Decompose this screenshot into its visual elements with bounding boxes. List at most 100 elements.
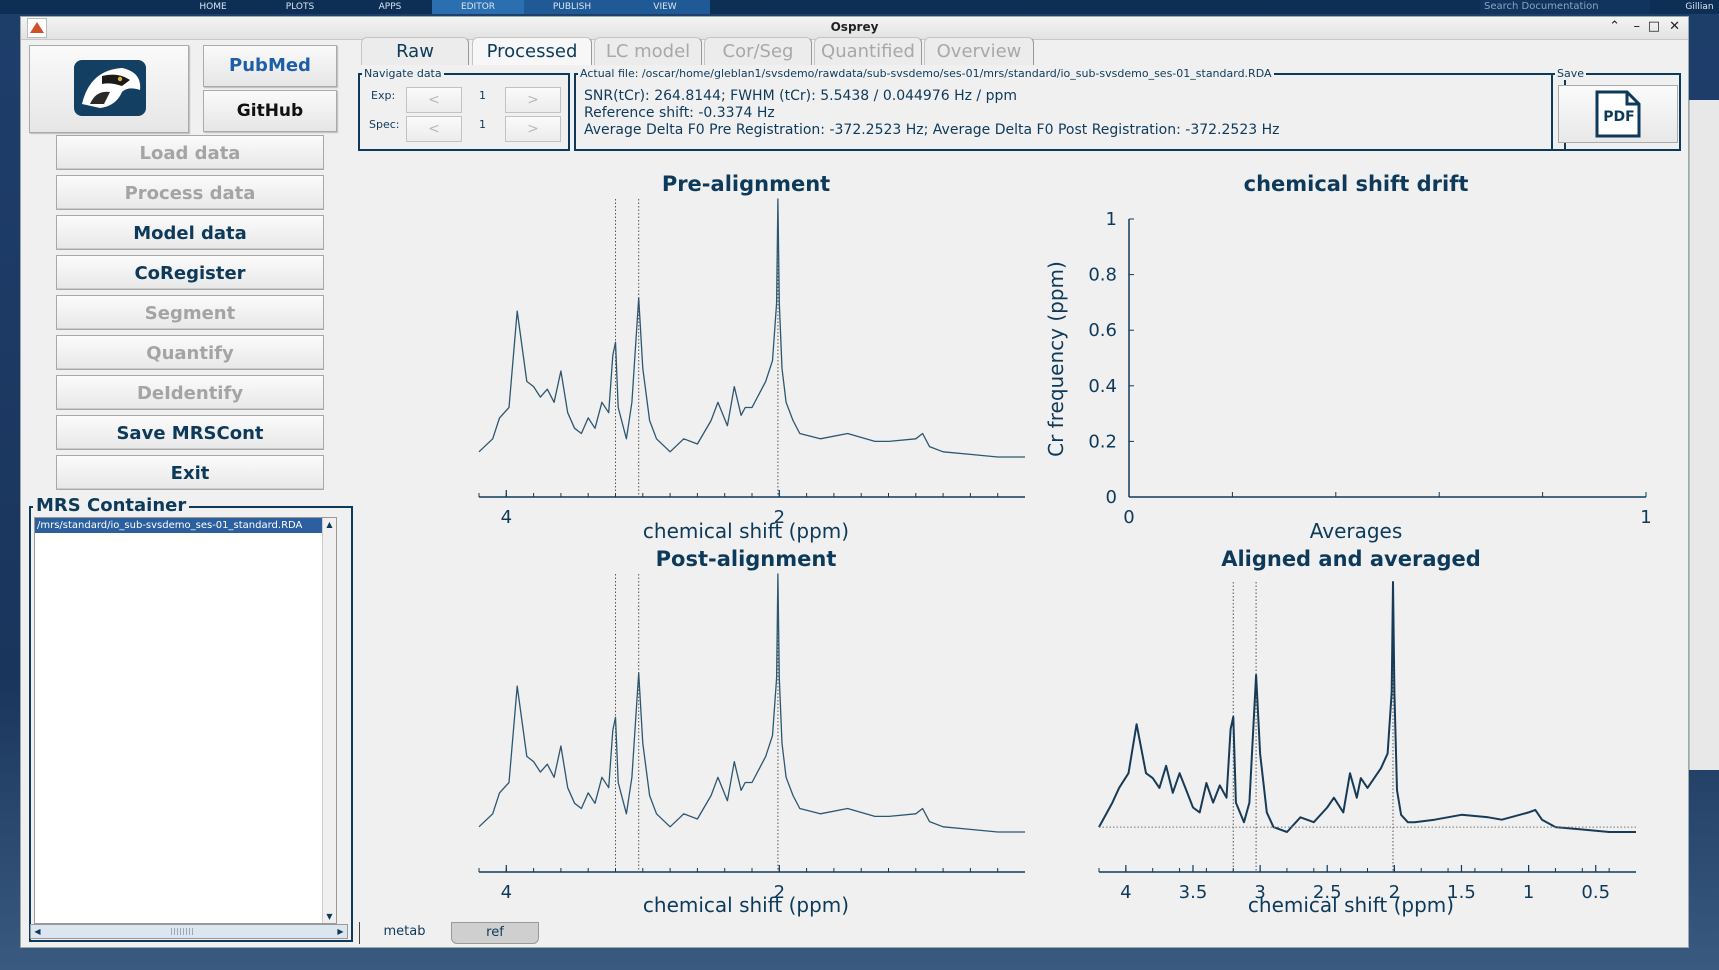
tab-plots[interactable]: PLOTS	[285, 2, 315, 12]
x-tick-label: 4	[501, 882, 512, 903]
osprey-logo-button[interactable]	[29, 45, 189, 133]
list-item[interactable]: /mrs/standard/io_sub-svsdemo_ses-01_stan…	[35, 518, 327, 533]
tab-raw[interactable]: Raw	[361, 37, 469, 65]
snr-info: SNR(tCr): 264.8144; FWHM (tCr): 5.5438 /…	[584, 88, 1017, 104]
y-tick-label: 0.6	[1088, 320, 1117, 341]
tab-publish[interactable]: PUBLISH	[524, 0, 620, 14]
quantify-button[interactable]: Quantify	[56, 335, 324, 370]
scroll-up-icon[interactable]: ▲	[326, 520, 333, 529]
mrs-container-list[interactable]: /mrs/standard/io_sub-svsdemo_ses-01_stan…	[34, 517, 337, 924]
close-icon[interactable]: ✕	[1669, 19, 1680, 34]
background-window-edge	[1689, 100, 1719, 770]
tab-lc-model[interactable]: LC model	[594, 37, 702, 65]
osprey-window: Osprey ⌃ – □ ✕ PubMed GitHub Load data P…	[20, 16, 1689, 948]
pdf-label: PDF	[1603, 109, 1635, 125]
process-data-button[interactable]: Process data	[56, 175, 324, 210]
y-tick-label: 0	[1106, 487, 1117, 508]
tab-home[interactable]: HOME	[199, 2, 227, 12]
github-button[interactable]: GitHub	[203, 90, 337, 132]
x-tick-label: 4	[501, 507, 512, 528]
scroll-thumb-grip[interactable]	[171, 928, 195, 935]
mrs-container-group	[29, 506, 353, 942]
x-tick-label: 2.5	[1313, 882, 1342, 903]
x-tick-label: 0	[1123, 507, 1134, 528]
pre-alignment-xlabel: chemical shift (ppm)	[642, 519, 850, 543]
osprey-logo-icon	[74, 60, 146, 116]
exp-label: Exp:	[371, 89, 396, 102]
exp-value: 1	[479, 89, 486, 102]
matlab-icon	[27, 18, 47, 38]
navigate-data-title: Navigate data	[362, 67, 444, 80]
matlab-toolstrip: HOME PLOTS APPS EDITOR PUBLISH VIEW Sear…	[0, 0, 1719, 14]
drift-title: chemical shift drift	[1243, 172, 1469, 196]
x-tick-label: 2	[774, 507, 785, 528]
x-tick-label: 3	[1254, 882, 1265, 903]
save-title: Save	[1555, 67, 1587, 80]
model-data-button[interactable]: Model data	[56, 215, 324, 250]
delta-f0-info: Average Delta F0 Pre Registration: -372.…	[584, 122, 1280, 138]
tab-processed[interactable]: Processed	[472, 37, 592, 65]
navigate-data-group	[358, 73, 570, 151]
coregister-button[interactable]: CoRegister	[56, 255, 324, 290]
x-tick-label: 1	[1523, 882, 1534, 903]
pubmed-button[interactable]: PubMed	[203, 45, 337, 87]
exp-prev-button[interactable]: <	[406, 87, 462, 113]
exit-button[interactable]: Exit	[56, 455, 324, 490]
tab-metab[interactable]: metab	[359, 922, 449, 944]
horizontal-scrollbar[interactable]: ◀ ▶	[30, 924, 348, 939]
tab-overview[interactable]: Overview	[924, 37, 1034, 65]
window-title: Osprey	[830, 20, 879, 34]
user-name: Gillian	[1685, 2, 1714, 12]
tab-editor[interactable]: EDITOR	[432, 0, 524, 14]
aligned-averaged-chart: 4 3.5 3 2.5 2 1.5 1 0.5	[1098, 581, 1636, 903]
tab-quantified[interactable]: Quantified	[814, 37, 922, 65]
spec-prev-button[interactable]: <	[406, 116, 462, 142]
aligned-averaged-title: Aligned and averaged	[1221, 547, 1481, 571]
x-tick-label: 1.5	[1447, 882, 1476, 903]
tab-view[interactable]: VIEW	[620, 0, 710, 14]
pre-alignment-title: Pre-alignment	[661, 172, 831, 196]
spectrum-line	[478, 198, 1025, 458]
minimize-icon[interactable]: –	[1633, 19, 1641, 34]
file-info-group: SNR(tCr): 264.8144; FWHM (tCr): 5.5438 /…	[574, 73, 1566, 151]
y-tick-label: 1	[1106, 209, 1117, 230]
pdf-icon	[1595, 90, 1641, 138]
scroll-left-icon[interactable]: ◀	[34, 927, 41, 936]
save-mrscont-button[interactable]: Save MRSCont	[56, 415, 324, 450]
y-tick-label: 0.2	[1088, 431, 1117, 452]
tab-ref[interactable]: ref	[451, 922, 539, 944]
aligned-averaged-xlabel: chemical shift (ppm)	[1247, 893, 1455, 917]
search-documentation-input[interactable]: Search Documentation	[1480, 0, 1650, 14]
x-tick-label: 3.5	[1179, 882, 1208, 903]
spectrum-line	[478, 573, 1025, 833]
x-tick-label: 0.5	[1581, 882, 1610, 903]
deidentify-button[interactable]: DeIdentify	[56, 375, 324, 410]
save-group	[1551, 73, 1681, 151]
spec-label: Spec:	[369, 118, 400, 131]
load-data-button[interactable]: Load data	[56, 135, 324, 170]
reference-shift-info: Reference shift: -0.3374 Hz	[584, 105, 775, 121]
x-tick-label: 2	[774, 882, 785, 903]
actual-file-title: Actual file: /oscar/home/gleblan1/svsdem…	[578, 67, 1274, 80]
spec-next-button[interactable]: >	[505, 116, 561, 142]
segment-button[interactable]: Segment	[56, 295, 324, 330]
x-tick-label: 1	[1640, 507, 1651, 528]
y-tick-label: 0.4	[1088, 376, 1117, 397]
save-pdf-button[interactable]: PDF	[1558, 85, 1678, 143]
vertical-scrollbar[interactable]: ▲ ▼	[322, 518, 336, 923]
chevron-up-icon[interactable]: ⌃	[1609, 19, 1620, 34]
tab-apps[interactable]: APPS	[378, 2, 402, 12]
post-alignment-title: Post-alignment	[655, 547, 837, 571]
exp-next-button[interactable]: >	[505, 87, 561, 113]
scroll-down-icon[interactable]: ▼	[326, 912, 333, 921]
scroll-right-icon[interactable]: ▶	[337, 927, 344, 936]
spectrum-line	[1098, 581, 1636, 833]
x-tick-label: 2	[1389, 882, 1400, 903]
drift-chart: 0 1 0 0.2 0.4 0.6 0.8 1	[1088, 209, 1651, 528]
spec-value: 1	[479, 118, 486, 131]
maximize-icon[interactable]: □	[1647, 19, 1660, 34]
mrs-container-title: MRS Container	[33, 495, 190, 516]
tab-cor-seg[interactable]: Cor/Seg	[704, 37, 812, 65]
